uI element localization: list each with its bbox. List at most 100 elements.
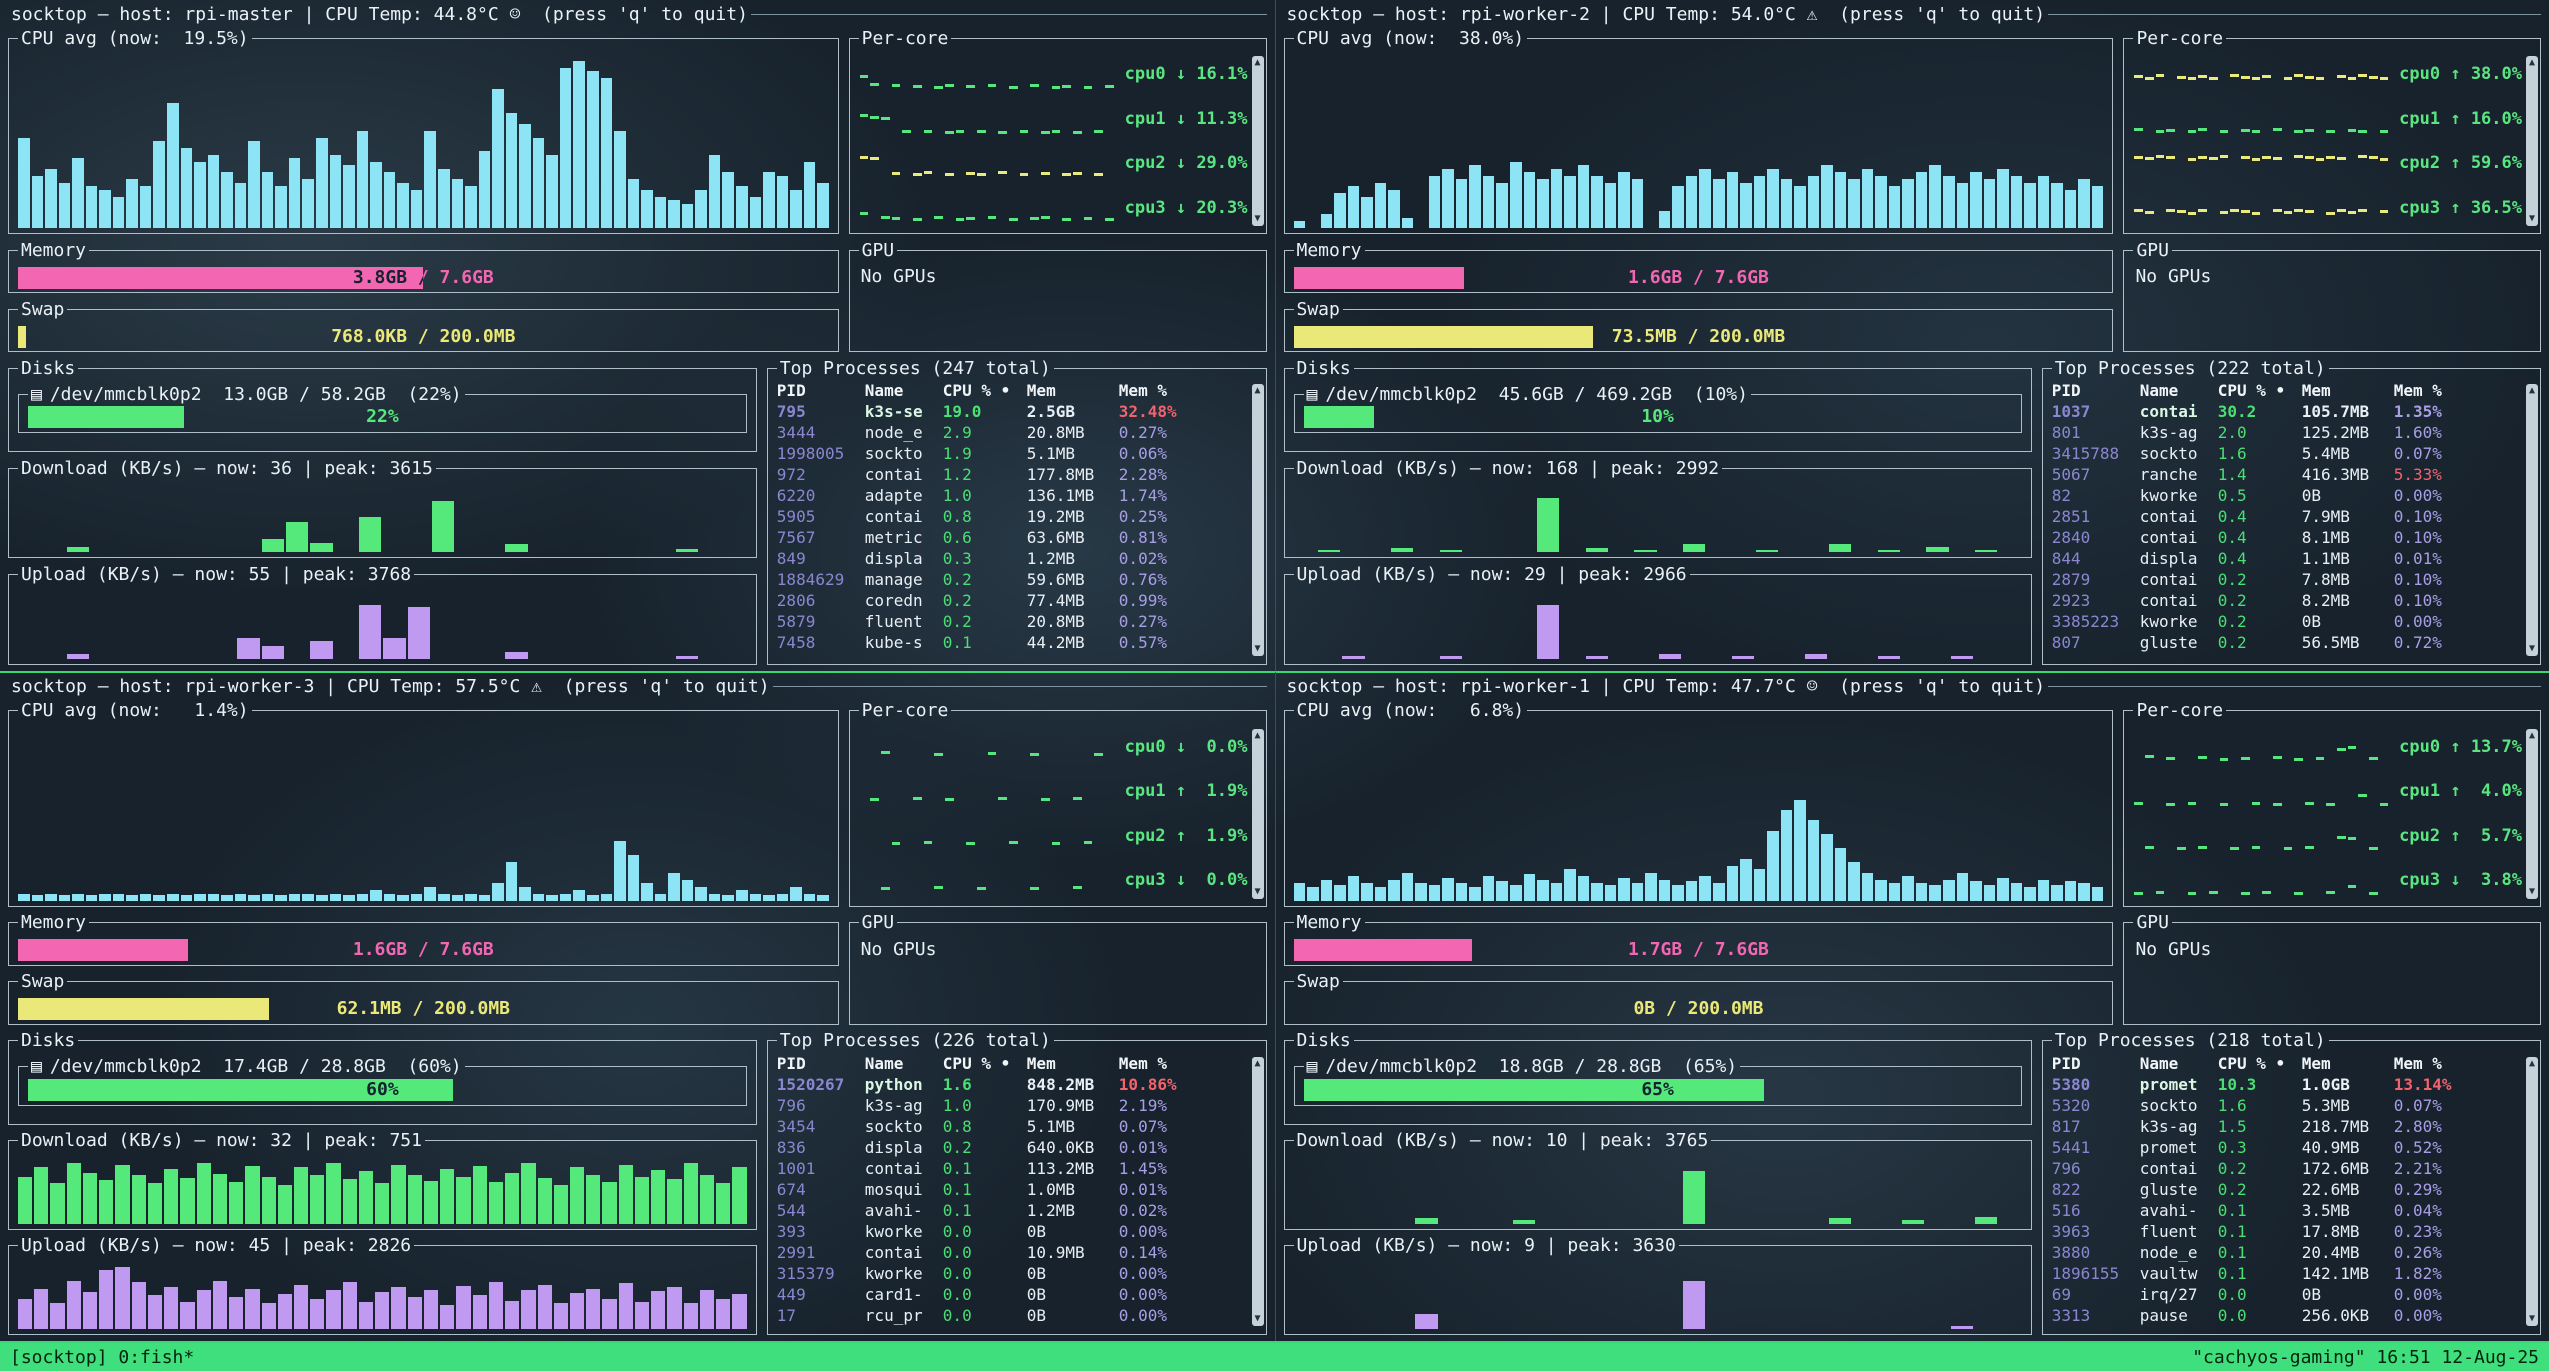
scrollbar[interactable]: ▲ ▼ [1251, 384, 1264, 656]
process-row[interactable]: 393 kworke 0.0 0B 0.00% [777, 1221, 1248, 1242]
header-mempct[interactable]: Mem % [1118, 381, 1167, 400]
process-row[interactable]: 3454 sockto 0.8 5.1MB 0.07% [777, 1116, 1248, 1137]
process-row[interactable]: 82 kworke 0.5 0B 0.00% [2052, 485, 2522, 506]
process-row[interactable]: 3415788 sockto 1.6 5.4MB 0.07% [2052, 443, 2522, 464]
scroll-down-icon[interactable]: ▼ [1254, 213, 1261, 224]
process-row[interactable]: 849 displa 0.3 1.2MB 0.02% [777, 548, 1248, 569]
process-row[interactable]: 1520267 python 1.6 848.2MB 10.86% [777, 1074, 1248, 1095]
header-pid[interactable]: PID [2051, 1053, 2081, 1073]
process-row[interactable]: 1001 contai 0.1 113.2MB 1.45% [777, 1158, 1248, 1179]
scroll-down-icon[interactable]: ▼ [1254, 642, 1261, 654]
header-cpu[interactable]: CPU % • [2217, 1053, 2286, 1073]
process-row[interactable]: 807 gluste 0.2 56.5MB 0.72% [2052, 632, 2522, 653]
header-pid[interactable]: PID [776, 1053, 806, 1073]
scrollbar[interactable]: ▲ ▼ [1251, 56, 1264, 226]
process-row[interactable]: 795 k3s-se 19.0 2.5GB 32.48% [777, 401, 1248, 422]
header-mempct[interactable]: Mem % [1118, 1053, 1167, 1073]
process-row[interactable]: 801 k3s-ag 2.0 125.2MB 1.60% [2052, 422, 2522, 443]
scrollbar[interactable]: ▲ ▼ [2526, 384, 2538, 656]
process-row[interactable]: 817 k3s-ag 1.5 218.7MB 2.80% [2052, 1116, 2522, 1137]
scroll-down-icon[interactable]: ▼ [2528, 213, 2536, 224]
process-name: displa [864, 1137, 923, 1157]
process-rows: 1037 contai 30.2 105.7MB 1.35% 801 k3s-a… [2052, 401, 2522, 653]
scroll-down-icon[interactable]: ▼ [1254, 1313, 1261, 1324]
process-row[interactable]: 5380 promet 10.3 1.0GB 13.14% [2052, 1074, 2522, 1095]
scroll-up-icon[interactable]: ▲ [1254, 1057, 1261, 1069]
process-row[interactable]: 5905 contai 0.8 19.2MB 0.25% [777, 506, 1248, 527]
process-row[interactable]: 972 contai 1.2 177.8MB 2.28% [777, 464, 1248, 485]
process-row[interactable]: 315379 kworke 0.0 0B 0.00% [777, 1263, 1248, 1284]
process-row[interactable]: 3963 fluent 0.1 17.8MB 0.23% [2052, 1221, 2522, 1242]
process-row[interactable]: 3444 node_e 2.9 20.8MB 0.27% [777, 422, 1248, 443]
process-row[interactable]: 6220 adapte 1.0 136.1MB 1.74% [777, 485, 1248, 506]
header-name[interactable]: Name [2139, 381, 2179, 400]
header-mempct[interactable]: Mem % [2393, 381, 2442, 400]
scroll-up-icon[interactable]: ▲ [2528, 57, 2536, 68]
process-row[interactable]: 2879 contai 0.2 7.8MB 0.10% [2052, 569, 2522, 590]
scroll-up-icon[interactable]: ▲ [1254, 57, 1261, 68]
header-mempct[interactable]: Mem % [2393, 1053, 2442, 1073]
process-row[interactable]: 796 k3s-ag 1.0 170.9MB 2.19% [777, 1095, 1248, 1116]
header-pid[interactable]: PID [2051, 381, 2081, 400]
process-row[interactable]: 5320 sockto 1.6 5.3MB 0.07% [2052, 1095, 2522, 1116]
process-row[interactable]: 7567 metric 0.6 63.6MB 0.81% [777, 527, 1248, 548]
process-row[interactable]: 3880 node_e 0.1 20.4MB 0.26% [2052, 1242, 2522, 1263]
process-row[interactable]: 449 card1- 0.0 0B 0.00% [777, 1284, 1248, 1305]
core-label: cpu3 ↓ 3.8% [2399, 870, 2522, 891]
panel-border-line [1283, 922, 1294, 923]
scroll-down-icon[interactable]: ▼ [2528, 885, 2536, 897]
scrollbar[interactable]: ▲ ▼ [2526, 56, 2538, 226]
scroll-up-icon[interactable]: ▲ [1254, 729, 1261, 741]
process-row[interactable]: 2840 contai 0.4 8.1MB 0.10% [2052, 527, 2522, 548]
process-row[interactable]: 3313 pause 0.0 256.0KB 0.00% [2052, 1305, 2522, 1326]
process-row[interactable]: 1896155 vaultw 0.1 142.1MB 1.82% [2052, 1263, 2522, 1284]
process-row[interactable]: 544 avahi- 0.1 1.2MB 0.02% [777, 1200, 1248, 1221]
process-row[interactable]: 69 irq/27 0.0 0B 0.00% [2052, 1284, 2522, 1305]
header-name[interactable]: Name [864, 1053, 904, 1073]
header-mem[interactable]: Mem [1026, 1053, 1056, 1073]
scroll-down-icon[interactable]: ▼ [2528, 642, 2536, 654]
scroll-up-icon[interactable]: ▲ [2528, 385, 2536, 396]
scroll-up-icon[interactable]: ▲ [1254, 385, 1261, 396]
process-row[interactable]: 5441 promet 0.3 40.9MB 0.52% [2052, 1137, 2522, 1158]
status-window-list[interactable]: [socktop] 0:fish* [10, 1346, 195, 1368]
process-row[interactable]: 2851 contai 0.4 7.9MB 0.10% [2052, 506, 2522, 527]
header-cpu[interactable]: CPU % • [2217, 381, 2286, 400]
header-mem[interactable]: Mem [2301, 1053, 2331, 1073]
scrollbar[interactable]: ▲ ▼ [2526, 728, 2538, 899]
scroll-up-icon[interactable]: ▲ [2528, 729, 2536, 741]
process-row[interactable]: 1998005 sockto 1.9 5.1MB 0.06% [777, 443, 1248, 464]
scrollbar[interactable]: ▲ ▼ [2526, 1056, 2538, 1326]
process-row[interactable]: 1884629 manage 0.2 59.6MB 0.76% [777, 569, 1248, 590]
process-row[interactable]: 516 avahi- 0.1 3.5MB 0.04% [2052, 1200, 2522, 1221]
process-row[interactable]: 822 gluste 0.2 22.6MB 0.29% [2052, 1179, 2522, 1200]
header-cpu[interactable]: CPU % • [942, 381, 1011, 400]
process-row[interactable]: 7458 kube-s 0.1 44.2MB 0.57% [777, 632, 1248, 653]
process-row[interactable]: 2806 coredn 0.2 77.4MB 0.99% [777, 590, 1248, 611]
process-mem: 136.1MB [1026, 486, 1095, 505]
scroll-down-icon[interactable]: ▼ [1254, 885, 1261, 897]
process-cpu: 1.6 [2217, 1095, 2247, 1115]
process-row[interactable]: 1037 contai 30.2 105.7MB 1.35% [2052, 401, 2522, 422]
process-row[interactable]: 674 mosqui 0.1 1.0MB 0.01% [777, 1179, 1248, 1200]
process-row[interactable]: 2923 contai 0.2 8.2MB 0.10% [2052, 590, 2522, 611]
process-row[interactable]: 5879 fluent 0.2 20.8MB 0.27% [777, 611, 1248, 632]
process-row[interactable]: 844 displa 0.4 1.1MB 0.01% [2052, 548, 2522, 569]
process-row[interactable]: 836 displa 0.2 640.0KB 0.01% [777, 1137, 1248, 1158]
scroll-up-icon[interactable]: ▲ [2528, 1057, 2536, 1069]
header-cpu[interactable]: CPU % • [942, 1053, 1011, 1073]
header-name[interactable]: Name [2139, 1053, 2179, 1073]
process-row[interactable]: 17 rcu_pr 0.0 0B 0.00% [777, 1305, 1248, 1326]
process-row[interactable]: 2991 contai 0.0 10.9MB 0.14% [777, 1242, 1248, 1263]
process-row[interactable]: 796 contai 0.2 172.6MB 2.21% [2052, 1158, 2522, 1179]
header-pid[interactable]: PID [776, 381, 806, 400]
scrollbar[interactable]: ▲ ▼ [1251, 1056, 1264, 1326]
process-row[interactable]: 5067 ranche 1.4 416.3MB 5.33% [2052, 464, 2522, 485]
scroll-down-icon[interactable]: ▼ [2528, 1313, 2536, 1324]
process-row[interactable]: 3385223 kworke 0.2 0B 0.00% [2052, 611, 2522, 632]
header-mem[interactable]: Mem [1026, 381, 1056, 400]
process-cpu: 0.2 [2217, 633, 2247, 652]
header-mem[interactable]: Mem [2301, 381, 2331, 400]
header-name[interactable]: Name [864, 381, 904, 400]
scrollbar[interactable]: ▲ ▼ [1251, 728, 1264, 899]
